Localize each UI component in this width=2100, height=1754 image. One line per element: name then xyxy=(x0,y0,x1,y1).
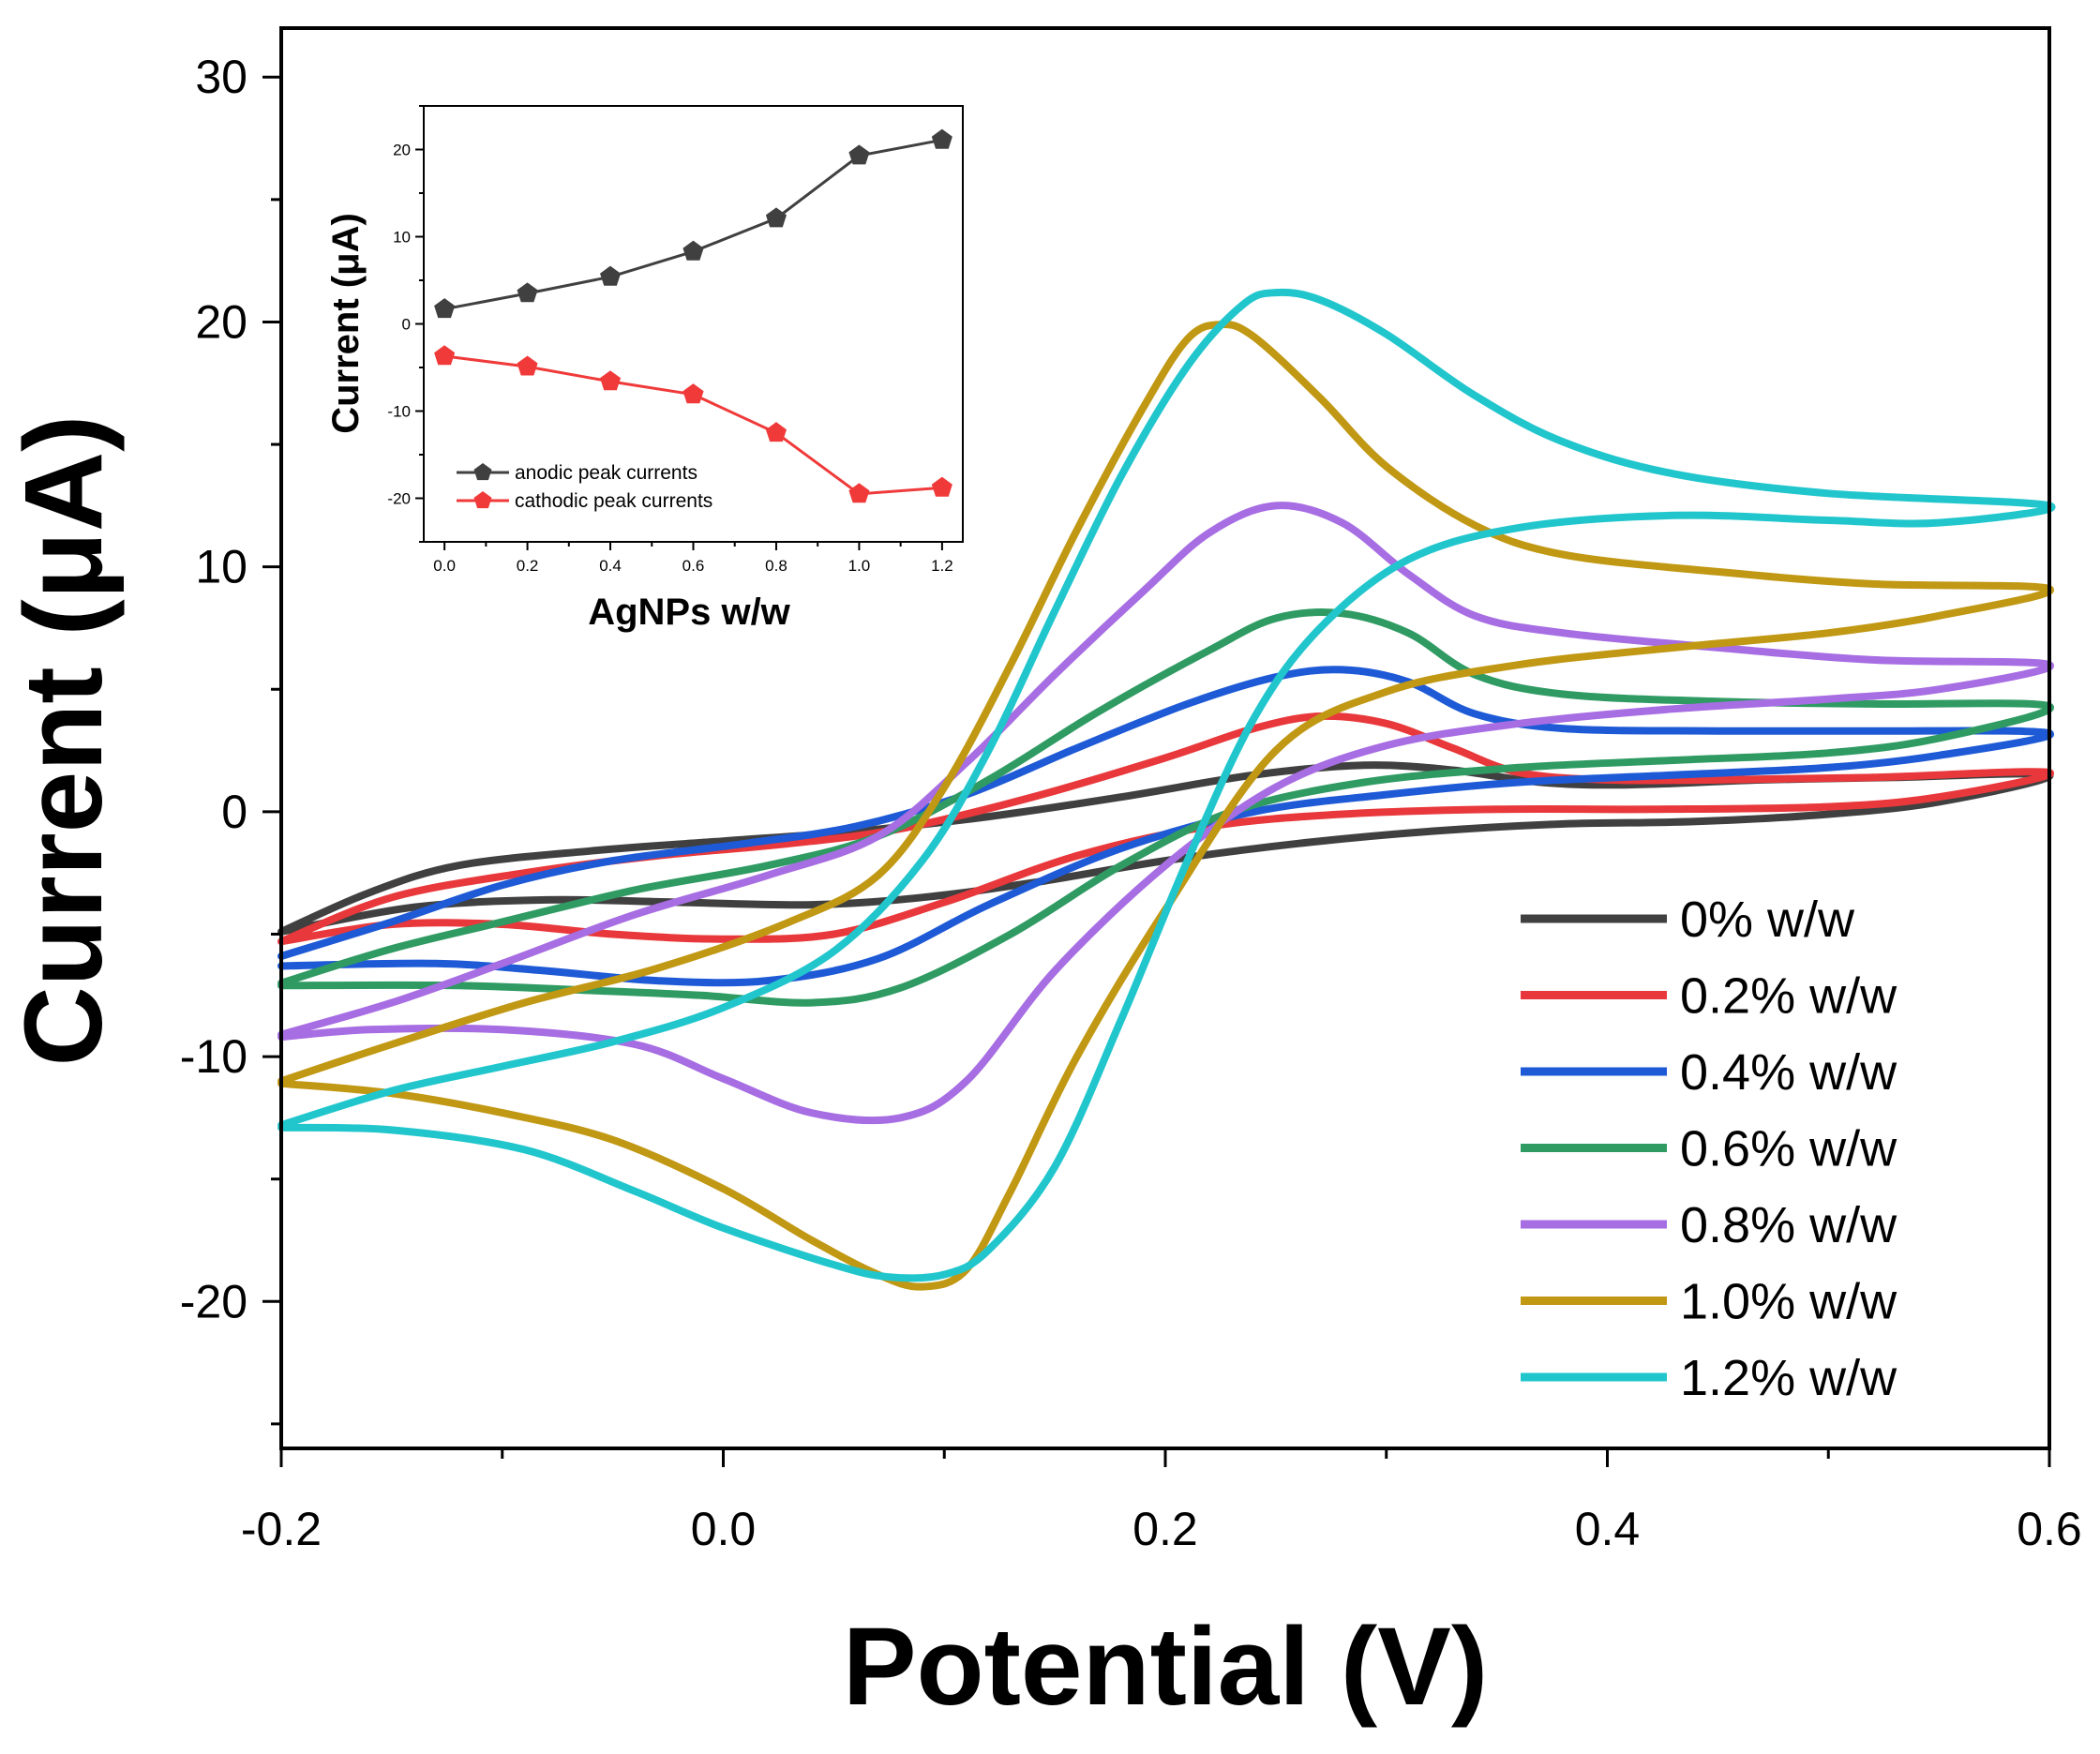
inset-x-tick-label: 0.6 xyxy=(682,557,705,575)
legend-label: 1.0% w/w xyxy=(1680,1274,1898,1330)
inset-series-layer xyxy=(434,128,952,503)
main-x-axis-title: Potential (V) xyxy=(843,1605,1488,1729)
inset-x-tick-label: 0.0 xyxy=(433,557,456,575)
main-x-tick-label: -0.2 xyxy=(241,1503,322,1555)
inset-legend-marker xyxy=(473,491,492,509)
inset-x-tick-label: 1.2 xyxy=(931,557,953,575)
main-x-tick-label: 0.4 xyxy=(1575,1503,1641,1555)
inset-marker xyxy=(434,345,456,366)
inset-marker xyxy=(517,355,538,376)
inset-legend: anodic peak currents cathodic peak curren… xyxy=(457,462,712,512)
main-y-axis: -20 -10 0 10 20 30 xyxy=(180,51,281,1426)
inset-chart: 0.0 0.2 0.4 0.6 0.8 1.0 1.2 -20 -10 0 10 20 anodic… xyxy=(325,105,964,633)
inset-y-tick-label: 20 xyxy=(393,142,411,159)
main-x-tick-label: 0.6 xyxy=(2017,1503,2082,1555)
inset-x-tick-label: 0.4 xyxy=(599,557,622,575)
legend-label: 0% w/w xyxy=(1680,892,1855,948)
inset-x-tick-label: 0.8 xyxy=(765,557,788,575)
inset-x-tick-label: 1.0 xyxy=(848,557,871,575)
inset-y-axis-title: Current (μA) xyxy=(325,213,367,434)
inset-marker xyxy=(682,383,704,404)
inset-marker xyxy=(517,282,538,303)
inset-y-tick-label: 10 xyxy=(393,229,411,247)
inset-marker xyxy=(931,476,952,497)
main-x-tick-label: 0.0 xyxy=(691,1503,757,1555)
cv-curve xyxy=(278,502,2054,1125)
inset-marker xyxy=(600,370,622,391)
main-chart: -0.2 0.0 0.2 0.4 0.6 -20 -10 0 10 20 30 Potential… xyxy=(2,26,2082,1729)
legend-label: 1.2% w/w xyxy=(1680,1350,1898,1406)
legend-label: 0.8% w/w xyxy=(1680,1197,1898,1253)
legend-label: 0.4% w/w xyxy=(1680,1044,1898,1101)
main-x-tick-label: 0.2 xyxy=(1132,1503,1198,1555)
main-y-tick-label: -20 xyxy=(180,1275,248,1327)
inset-y-axis: -20 -10 0 10 20 xyxy=(387,105,424,543)
main-legend: 0% w/w 0.2% w/w 0.4% w/w 0.6% w/w 0.8% w/w 1.… xyxy=(1521,892,1898,1406)
main-y-tick-label: 30 xyxy=(195,51,248,103)
inset-marker xyxy=(600,265,622,286)
inset-legend-label: cathodic peak currents xyxy=(515,490,712,512)
main-y-axis-title: Current (μA) xyxy=(2,415,126,1067)
inset-legend-marker xyxy=(473,463,492,481)
inset-marker xyxy=(682,240,704,261)
inset-x-axis-title: AgNPs w/w xyxy=(588,592,790,633)
inset-y-tick-label: -10 xyxy=(387,403,411,421)
inset-legend-label: anodic peak currents xyxy=(515,462,698,484)
main-y-tick-label: -10 xyxy=(180,1030,248,1083)
main-y-tick-label: 20 xyxy=(195,295,248,348)
inset-x-tick-label: 0.2 xyxy=(517,557,539,575)
inset-marker xyxy=(765,422,787,442)
main-y-tick-label: 0 xyxy=(221,786,248,838)
legend-label: 0.2% w/w xyxy=(1680,968,1898,1025)
cv-curve xyxy=(278,320,2054,1291)
inset-marker xyxy=(848,483,870,503)
inset-marker xyxy=(931,128,952,149)
inset-marker xyxy=(765,207,787,228)
inset-y-tick-label: -20 xyxy=(387,490,411,508)
inset-y-tick-label: 0 xyxy=(402,316,411,334)
legend-label: 0.6% w/w xyxy=(1680,1121,1898,1177)
inset-plot-frame xyxy=(423,105,964,543)
main-y-tick-label: 10 xyxy=(195,541,248,593)
inset-marker xyxy=(848,144,870,165)
main-x-axis: -0.2 0.0 0.2 0.4 0.6 xyxy=(241,1448,2082,1555)
inset-marker xyxy=(434,298,456,319)
inset-x-axis: 0.0 0.2 0.4 0.6 0.8 1.0 1.2 xyxy=(433,542,953,575)
